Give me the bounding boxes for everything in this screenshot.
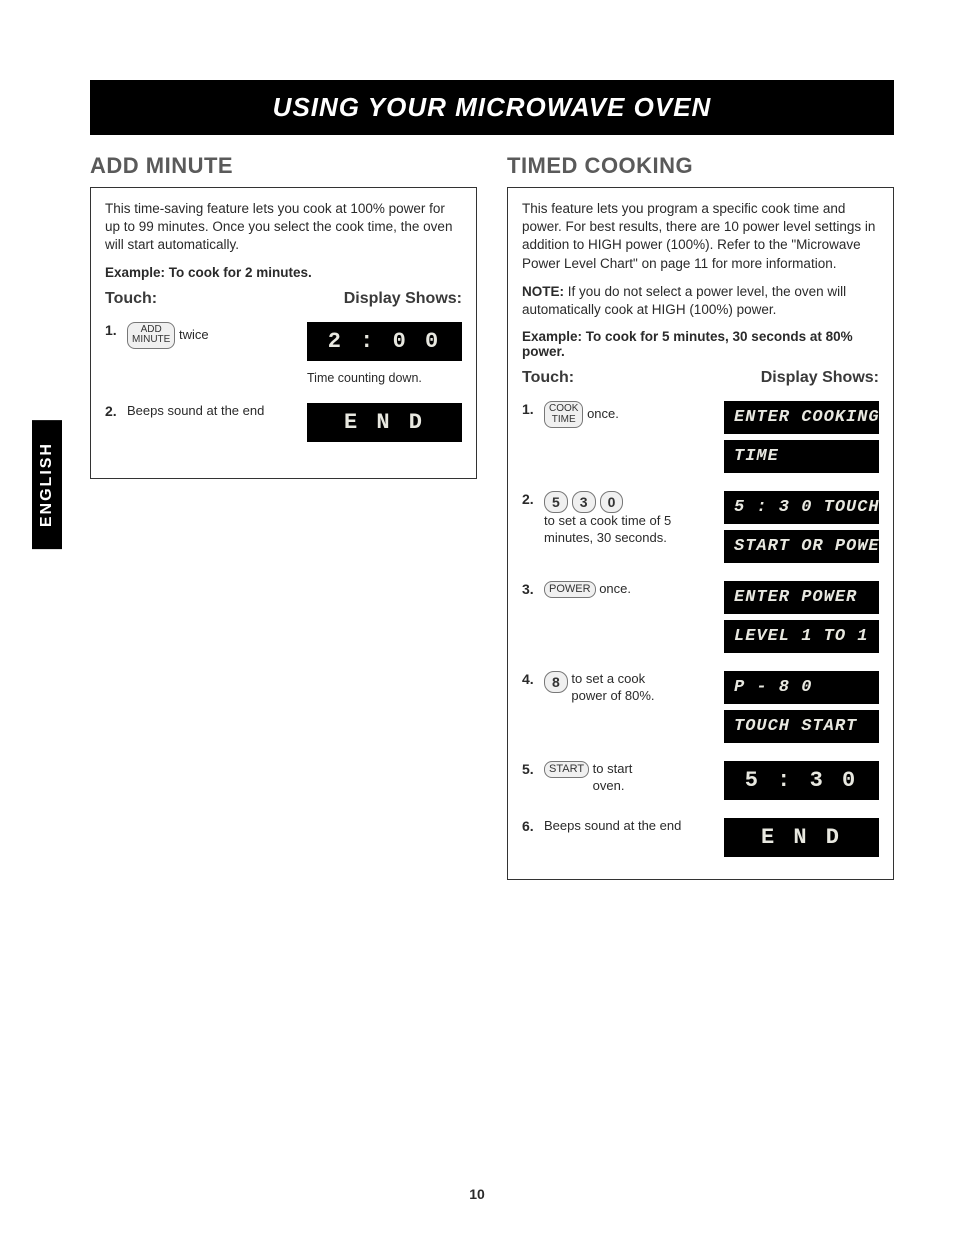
display-lcd: LEVEL 1 TO 1 0	[724, 620, 879, 653]
step-number: 2.	[522, 491, 538, 507]
display-header: Display Shows:	[761, 369, 879, 387]
page-number: 10	[0, 1186, 954, 1202]
step-number: 2.	[105, 403, 121, 419]
button-label-bottom: TIME	[549, 415, 578, 426]
display-lcd: E N D	[724, 818, 879, 857]
display-header: Display Shows:	[344, 290, 462, 308]
display-caption: Time counting down.	[307, 371, 462, 385]
display-lcd: ENTER POWER	[724, 581, 879, 614]
example-label: Example: To cook for 2 minutes.	[105, 265, 462, 280]
display-lcd: ENTER COOKING	[724, 401, 879, 434]
cook-time-button: COOK TIME	[544, 401, 583, 428]
display-lcd: P - 8 0	[724, 671, 879, 704]
step-row: 3. POWER once. ENTER POWER LEVEL 1 TO 1 …	[522, 581, 879, 653]
step-row: 5. START to start oven. 5 : 3 0	[522, 761, 879, 800]
display-lcd: 5 : 3 0	[724, 761, 879, 800]
step-number: 5.	[522, 761, 538, 777]
step-row: 2. Beeps sound at the end E N D	[105, 403, 462, 442]
step-row: 6. Beeps sound at the end E N D	[522, 818, 879, 857]
add-minute-button: ADD MINUTE	[127, 322, 175, 349]
add-minute-section: ADD MINUTE This time-saving feature lets…	[90, 153, 477, 880]
power-button: POWER	[544, 581, 596, 598]
step-row: 4. 8 to set a cook power of 80%. P - 8 0…	[522, 671, 879, 743]
display-lcd: 5 : 3 0 TOUCH	[724, 491, 879, 524]
step-number: 1.	[522, 401, 538, 417]
step-after-text: to set a cook power of 80%.	[571, 671, 661, 705]
page-banner: USING YOUR MICROWAVE OVEN	[90, 80, 894, 135]
step-row: 1. COOK TIME once. ENTER COOKING TIME	[522, 401, 879, 473]
step-number: 1.	[105, 322, 121, 338]
section-title: ADD MINUTE	[90, 153, 477, 179]
display-lcd: START OR POWER	[724, 530, 879, 563]
timed-cooking-box: This feature lets you program a specific…	[507, 187, 894, 880]
note-text: NOTE: If you do not select a power level…	[522, 283, 879, 319]
step-number: 3.	[522, 581, 538, 597]
intro-text: This feature lets you program a specific…	[522, 200, 879, 273]
note-body: If you do not select a power level, the …	[522, 284, 846, 317]
numpad-8-button: 8	[544, 671, 568, 693]
step-text: to set a cook time of 5 minutes, 30 seco…	[544, 513, 671, 545]
step-number: 6.	[522, 818, 538, 834]
intro-text: This time-saving feature lets you cook a…	[105, 200, 462, 255]
add-minute-box: This time-saving feature lets you cook a…	[90, 187, 477, 479]
note-label: NOTE:	[522, 284, 564, 299]
touch-header: Touch:	[105, 290, 157, 308]
numpad-3-button: 3	[572, 491, 596, 513]
display-lcd: TIME	[724, 440, 879, 473]
touch-header: Touch:	[522, 369, 574, 387]
step-after-text: once.	[587, 406, 619, 421]
display-lcd: E N D	[307, 403, 462, 442]
section-title: TIMED COOKING	[507, 153, 894, 179]
language-tab: ENGLISH	[32, 420, 62, 549]
step-text: Beeps sound at the end	[127, 403, 264, 420]
step-row: 1. ADD MINUTE twice 2 : 0 0 Time countin…	[105, 322, 462, 385]
timed-cooking-section: TIMED COOKING This feature lets you prog…	[507, 153, 894, 880]
step-after-text: twice	[179, 327, 209, 342]
step-text: Beeps sound at the end	[544, 818, 681, 835]
display-lcd: 2 : 0 0	[307, 322, 462, 361]
example-label: Example: To cook for 5 minutes, 30 secon…	[522, 329, 879, 359]
button-label-bottom: MINUTE	[132, 335, 170, 346]
display-lcd: TOUCH START	[724, 710, 879, 743]
numpad-0-button: 0	[600, 491, 624, 513]
numpad-5-button: 5	[544, 491, 568, 513]
step-after-text: once.	[599, 581, 631, 596]
step-row: 2. 5 3 0 to set a cook time of 5 minutes…	[522, 491, 879, 563]
start-button: START	[544, 761, 589, 778]
step-after-text: to start oven.	[593, 761, 663, 795]
step-number: 4.	[522, 671, 538, 687]
